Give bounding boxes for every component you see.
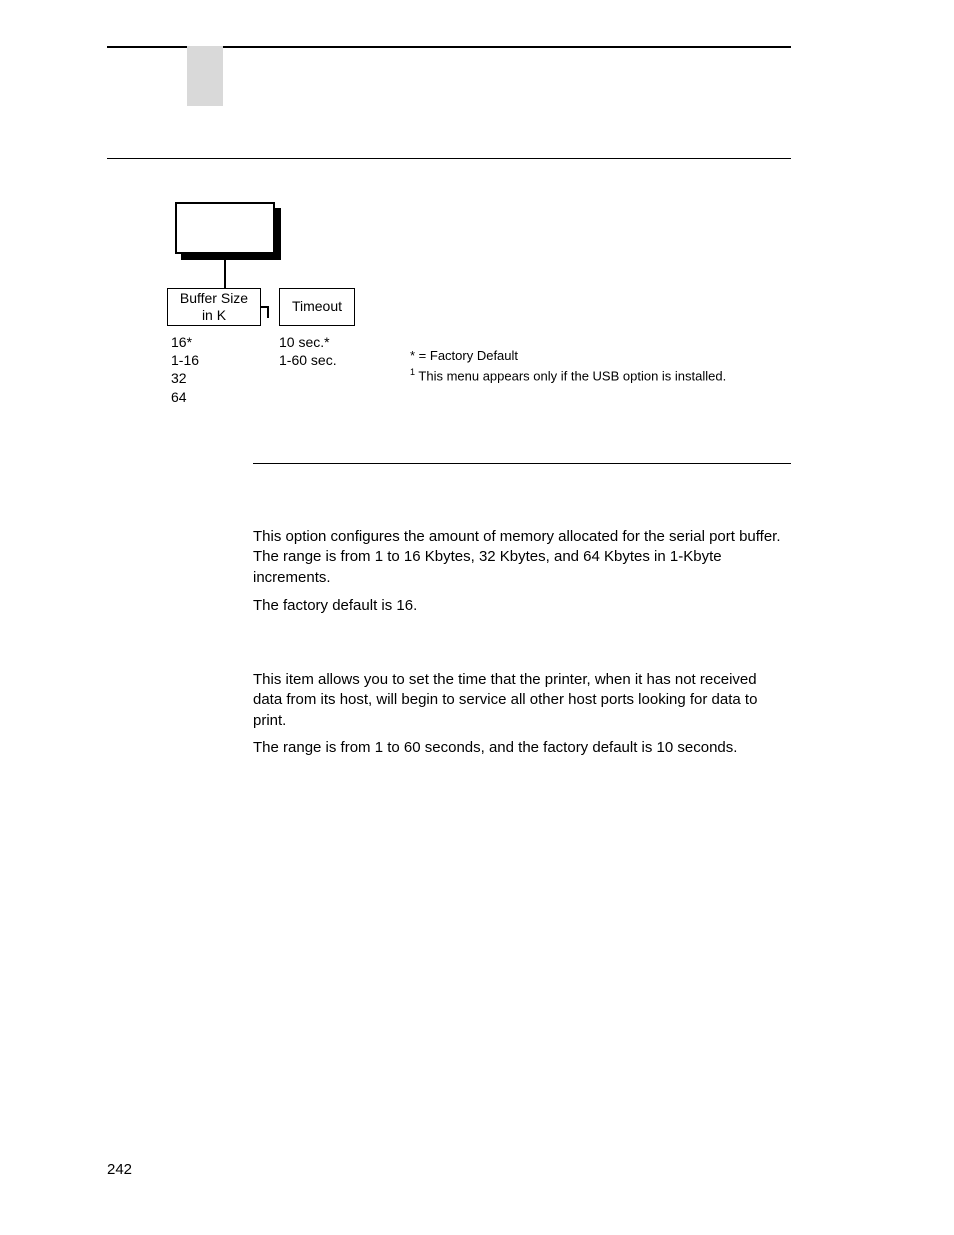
timeout-box: Timeout bbox=[279, 288, 355, 326]
connector-v1 bbox=[224, 254, 226, 280]
timeout-para-2: The range is from 1 to 60 seconds, and t… bbox=[253, 738, 783, 758]
timeout-values: 10 sec.* 1-60 sec. bbox=[279, 333, 337, 369]
buffer-size-para-2: The factory default is 16. bbox=[253, 596, 783, 616]
buffer-size-label-1: Buffer Size bbox=[180, 290, 248, 308]
connector-v2 bbox=[267, 306, 269, 318]
root-box bbox=[175, 202, 275, 254]
header-rule-bottom bbox=[107, 158, 791, 159]
connector-v0 bbox=[224, 280, 226, 288]
legend-note: This menu appears only if the USB option… bbox=[415, 368, 726, 383]
diagram-legend: * = Factory Default 1 This menu appears … bbox=[410, 346, 726, 385]
buffer-size-box: Buffer Size in K bbox=[167, 288, 261, 326]
legend-default: * = Factory Default bbox=[410, 346, 726, 366]
chapter-tab bbox=[187, 46, 223, 106]
buffer-size-values: 16* 1-16 32 64 bbox=[171, 333, 199, 406]
timeout-label: Timeout bbox=[292, 298, 342, 316]
menu-tree-diagram: Buffer Size in K Timeout 16* 1-16 32 64 … bbox=[175, 202, 795, 422]
buffer-size-label-2: in K bbox=[202, 307, 226, 325]
section-divider bbox=[253, 463, 791, 464]
timeout-para-1: This item allows you to set the time tha… bbox=[253, 670, 783, 731]
buffer-size-para-1: This option configures the amount of mem… bbox=[253, 527, 783, 588]
legend-note-line: 1 This menu appears only if the USB opti… bbox=[410, 366, 726, 386]
page-number: 242 bbox=[107, 1161, 132, 1178]
